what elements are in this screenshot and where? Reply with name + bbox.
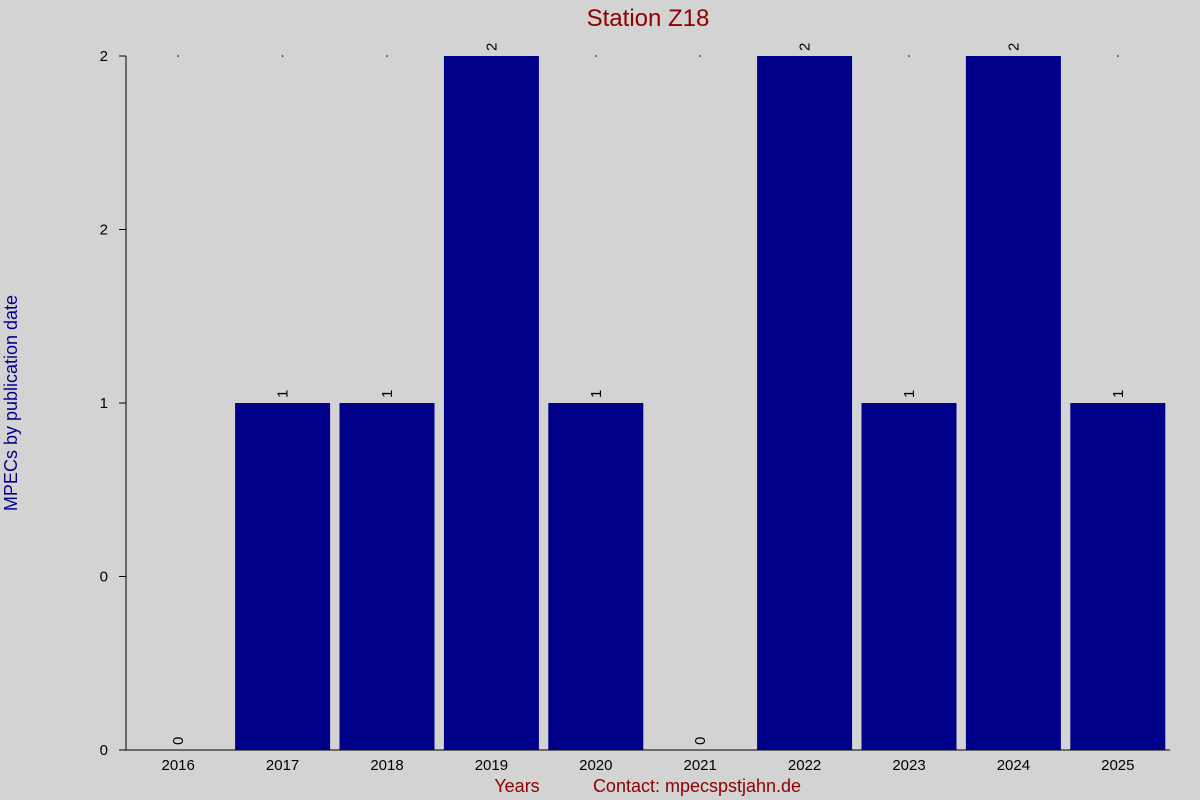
contact-text: Contact: mpecspstjahn.de: [593, 776, 801, 796]
data-label: 1: [379, 390, 396, 398]
grid-dot: [908, 55, 910, 57]
bars-group: [177, 55, 1166, 750]
data-label: 2: [1005, 43, 1022, 51]
x-tick-label: 2023: [892, 757, 925, 774]
y-tick-label: 0: [100, 742, 108, 759]
y-ticks-group: 0 0 1 2 2: [100, 48, 126, 759]
grid-dot: [177, 55, 179, 57]
data-label: 1: [901, 390, 918, 398]
data-label: 0: [170, 737, 187, 745]
y-tick-label: 2: [100, 48, 108, 65]
x-tick-label: 2019: [475, 757, 508, 774]
data-label: 2: [483, 43, 500, 51]
x-tick-label: 2022: [788, 757, 821, 774]
x-tick-label: 2021: [684, 757, 717, 774]
grid-dot: [1117, 55, 1119, 57]
data-label: 1: [588, 390, 605, 398]
chart-title: Station Z18: [587, 5, 710, 32]
bar-2019: [443, 56, 539, 750]
data-label: 0: [692, 737, 709, 745]
x-tick-label: 2025: [1101, 757, 1134, 774]
y-tick-label: 0: [100, 569, 108, 586]
data-labels-group: 0 1 1 2 1 0 2 1 2 1: [170, 43, 1127, 745]
bar-2023: [861, 403, 957, 750]
bar-2022: [757, 56, 853, 750]
grid-dot: [281, 55, 284, 57]
y-axis-label: MPECs by publication date: [1, 295, 21, 511]
x-axis-label: Years: [494, 776, 539, 796]
bar-2020: [548, 403, 644, 750]
grid-dot: [386, 55, 388, 57]
data-label: 1: [1110, 390, 1127, 398]
grid-dot: [699, 55, 701, 57]
x-tick-label: 2020: [579, 757, 612, 774]
bar-2024: [965, 56, 1061, 750]
data-label: 2: [797, 43, 814, 51]
x-tick-label: 2017: [266, 757, 299, 774]
x-tick-label: 2016: [162, 757, 195, 774]
x-tick-label: 2018: [370, 757, 403, 774]
bar-2018: [339, 403, 435, 750]
data-label: 1: [275, 390, 292, 398]
x-ticks-group: 2016 2017 2018 2019 2020 2021 2022 2023 2024 2025: [162, 757, 1135, 774]
x-tick-label: 2024: [997, 757, 1030, 774]
y-tick-label: 2: [100, 222, 108, 239]
grid-dot: [595, 55, 597, 57]
bar-2017: [235, 403, 331, 750]
y-tick-label: 1: [100, 395, 108, 412]
bar-2025: [1070, 403, 1166, 750]
